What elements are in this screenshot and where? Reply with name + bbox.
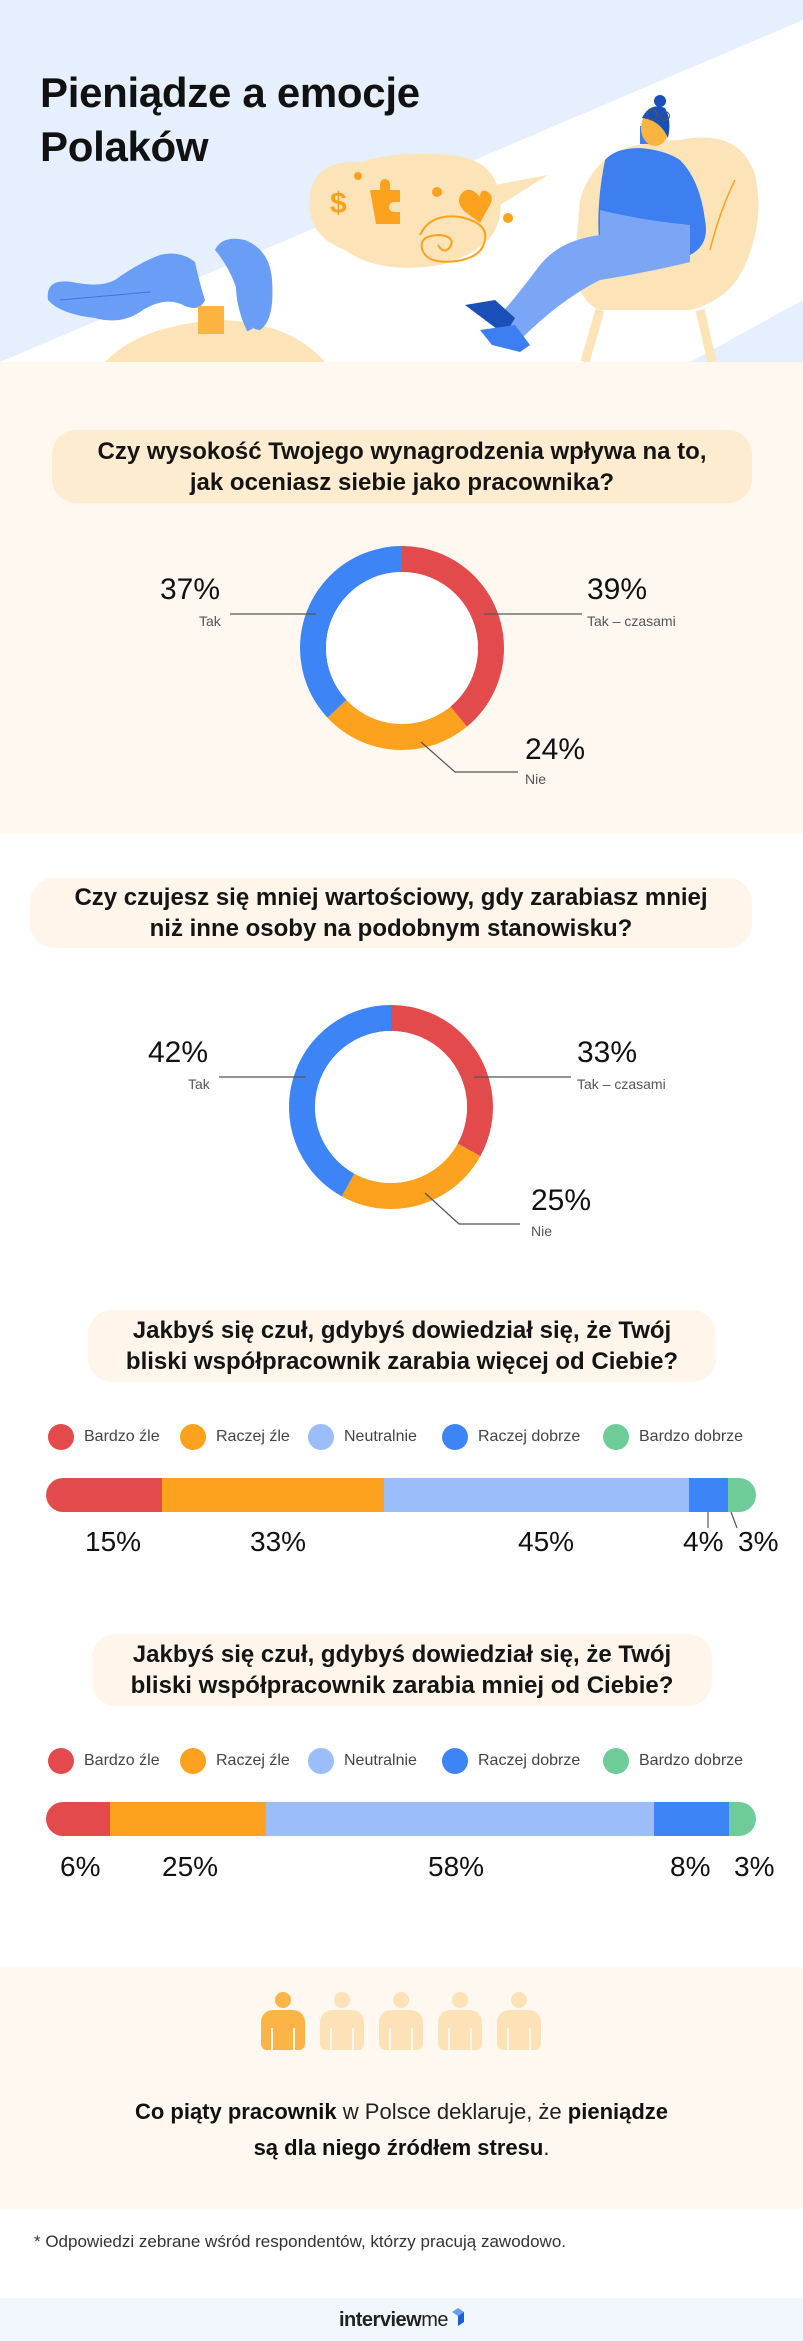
stacked-bar-q3	[46, 1478, 756, 1512]
person-shoe	[465, 300, 515, 335]
leader-line	[424, 1192, 520, 1225]
person-icon	[438, 1992, 482, 2052]
person-legs	[495, 235, 690, 340]
puzzle-icon	[370, 179, 400, 224]
label-tak: Tak	[188, 1076, 210, 1092]
donut-chart-q2	[219, 1005, 571, 1225]
pct-tak: 37%	[160, 573, 221, 606]
person-icon	[320, 1992, 364, 2052]
bar-seg-bardzo-dobrze	[729, 1802, 756, 1836]
person-icon	[379, 1992, 423, 2052]
bar-seg-raczej-zle	[162, 1478, 384, 1512]
bar-seg-raczej-zle	[110, 1802, 266, 1836]
bar-seg-bardzo-dobrze	[728, 1478, 756, 1512]
bar-seg-neutralnie	[384, 1478, 689, 1512]
label-nie: Nie	[525, 771, 547, 787]
label-tak-czasami: Tak – czasami	[587, 613, 676, 629]
footer: interview me	[0, 2298, 803, 2341]
legend-dot-green	[603, 1748, 629, 1774]
bar-seg-raczej-dobrze	[654, 1802, 729, 1836]
stacked-bar-q4	[46, 1802, 756, 1836]
legend-item: Bardzo źle	[48, 1424, 180, 1450]
legend-item: Raczej źle	[180, 1424, 308, 1450]
dot-icon	[432, 187, 442, 197]
plant-leaf	[47, 253, 206, 321]
question-q4: Jakbyś się czuł, gdybyś dowiedział się, …	[92, 1634, 712, 1706]
leader-lines-small	[707, 1512, 738, 1529]
bar-value: 4%	[683, 1526, 724, 1557]
logo-cube-icon	[452, 2307, 464, 2326]
label-tak: Tak	[199, 613, 221, 629]
footnote: * Odpowiedzi zebrane wśród respondentów,…	[34, 2232, 567, 2251]
legend-dot-green	[603, 1424, 629, 1450]
scribble-icon	[419, 215, 487, 263]
label-nie: Nie	[531, 1223, 553, 1239]
bar-seg-bardzo-zle	[46, 1802, 110, 1836]
bar-value: 25%	[162, 1851, 219, 1882]
legend-item: Neutralnie	[308, 1424, 442, 1450]
bar-value: 58%	[428, 1851, 485, 1882]
legend-dot-red	[48, 1424, 74, 1450]
bar-value: 3%	[734, 1851, 775, 1882]
pct-tak-czasami: 33%	[577, 1036, 638, 1069]
page-title: Pieniądze a emocje Polaków	[40, 69, 420, 170]
slice-tak	[289, 1005, 493, 1209]
legend-item: Bardzo dobrze	[603, 1424, 743, 1450]
stat-statement: Co piąty pracownik w Polsce deklaruje, ż…	[134, 2099, 669, 2160]
donut-chart-q1	[230, 546, 582, 773]
slice-nie	[289, 1005, 493, 1209]
hero-illustration: $	[0, 20, 803, 362]
bar-value: 45%	[518, 1526, 575, 1557]
label-tak-czasami: Tak – czasami	[577, 1076, 666, 1092]
heart-icon	[458, 189, 492, 223]
legend-item: Raczej dobrze	[442, 1748, 603, 1774]
pct-nie: 24%	[525, 733, 586, 766]
bar-value: 8%	[670, 1851, 711, 1882]
bar-value: 15%	[85, 1526, 142, 1557]
legend-dot-lightblue	[308, 1748, 334, 1774]
pct-tak: 42%	[148, 1036, 209, 1069]
question-q1: Czy wysokość Twojego wynagrodzenia wpływ…	[52, 430, 752, 503]
bar-seg-raczej-dobrze	[689, 1478, 728, 1512]
bar-value: 6%	[60, 1851, 101, 1882]
legend-item: Bardzo źle	[48, 1748, 180, 1774]
thought-bubble	[309, 153, 501, 268]
legend-item: Raczej dobrze	[442, 1424, 603, 1450]
question-q2: Czy czujesz się mniej wartościowy, gdy z…	[30, 878, 752, 948]
legend-dot-orange	[180, 1748, 206, 1774]
legend-q3: Bardzo źle Raczej źle Neutralnie Raczej …	[48, 1424, 743, 1450]
plant-pot	[198, 306, 224, 334]
leader-line	[420, 741, 518, 773]
legend-dot-orange	[180, 1424, 206, 1450]
bar-value: 3%	[738, 1526, 779, 1557]
legend-q4: Bardzo źle Raczej źle Neutralnie Raczej …	[48, 1748, 743, 1774]
pct-tak-czasami: 39%	[587, 573, 648, 606]
bar-seg-bardzo-zle	[46, 1478, 162, 1512]
person-icon	[497, 1992, 541, 2052]
slice-nie	[300, 546, 504, 750]
legend-item: Raczej źle	[180, 1748, 308, 1774]
legend-dot-blue	[442, 1748, 468, 1774]
pct-nie: 25%	[531, 1184, 592, 1217]
legend-item: Neutralnie	[308, 1748, 442, 1774]
bar-value: 33%	[250, 1526, 307, 1557]
legend-dot-blue	[442, 1424, 468, 1450]
slice-tak	[300, 546, 504, 750]
legend-dot-red	[48, 1748, 74, 1774]
people-icons	[261, 1992, 556, 2052]
bar-seg-neutralnie	[266, 1802, 654, 1836]
interviewme-logo[interactable]: interview me	[339, 2307, 464, 2332]
question-q3: Jakbyś się czuł, gdybyś dowiedział się, …	[88, 1310, 716, 1382]
legend-item: Bardzo dobrze	[603, 1748, 743, 1774]
legend-dot-lightblue	[308, 1424, 334, 1450]
dollar-icon: $	[330, 187, 347, 220]
person-icon-highlighted	[261, 1992, 305, 2052]
person-hair-bun	[654, 95, 666, 107]
hero-banner: $ Pieniądze a emocje Polaków	[0, 0, 803, 362]
